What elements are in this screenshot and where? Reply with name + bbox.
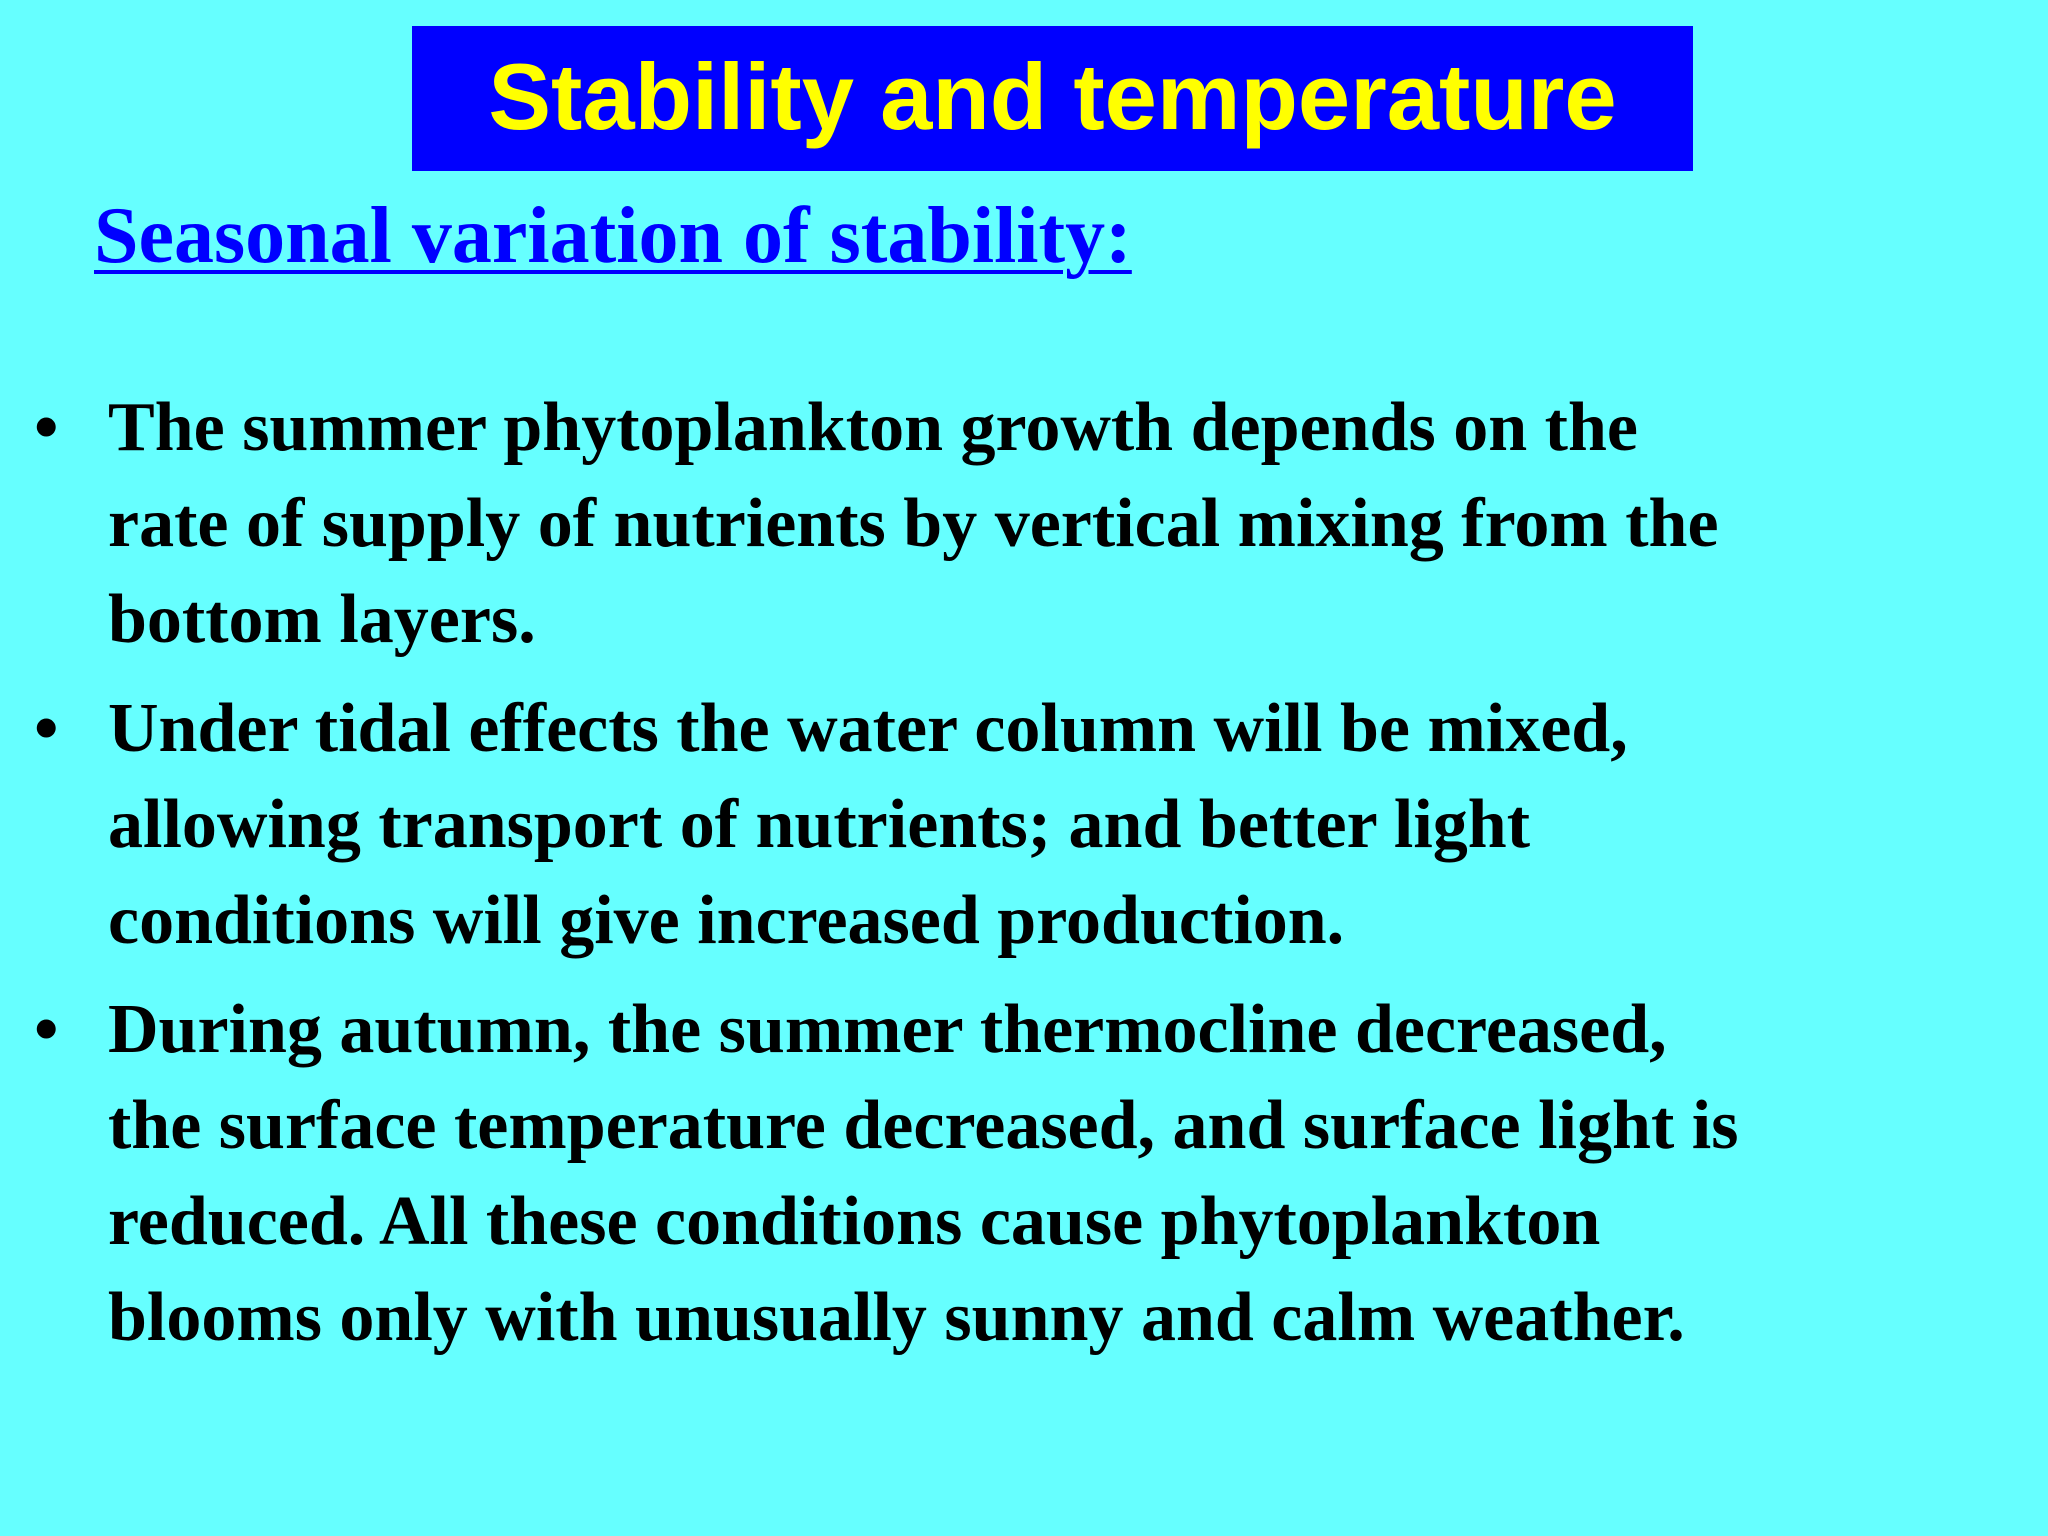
bullet-text: The summer phytoplankton growth depends … xyxy=(108,380,2028,668)
bullet-line: bottom layers. xyxy=(108,581,536,658)
slide-subtitle: Seasonal variation of stability: xyxy=(94,192,1132,280)
bullet-list: • The summer phytoplankton growth depend… xyxy=(0,380,2048,1379)
bullet-line: the surface temperature decreased, and s… xyxy=(108,1087,1739,1164)
bullet-line: reduced. All these conditions cause phyt… xyxy=(108,1183,1601,1260)
bullet-text: During autumn, the summer thermocline de… xyxy=(108,982,2028,1366)
slide-title: Stability and temperature xyxy=(488,43,1617,149)
bullet-line: The summer phytoplankton growth depends … xyxy=(108,389,1638,466)
bullet-item-1: • The summer phytoplankton growth depend… xyxy=(0,380,2048,668)
bullet-marker: • xyxy=(34,991,59,1068)
bullet-line: During autumn, the summer thermocline de… xyxy=(108,991,1667,1068)
bullet-marker: • xyxy=(34,389,59,466)
bullet-item-2: • Under tidal effects the water column w… xyxy=(0,681,2048,969)
bullet-line: rate of supply of nutrients by vertical … xyxy=(108,485,1719,562)
title-banner: Stability and temperature xyxy=(412,26,1693,171)
bullet-line: conditions will give increased productio… xyxy=(108,882,1345,959)
bullet-line: blooms only with unusually sunny and cal… xyxy=(108,1279,1685,1356)
bullet-marker: • xyxy=(34,690,59,767)
bullet-line: allowing transport of nutrients; and bet… xyxy=(108,786,1531,863)
bullet-text: Under tidal effects the water column wil… xyxy=(108,681,2028,969)
bullet-line: Under tidal effects the water column wil… xyxy=(108,690,1628,767)
bullet-item-3: • During autumn, the summer thermocline … xyxy=(0,982,2048,1366)
